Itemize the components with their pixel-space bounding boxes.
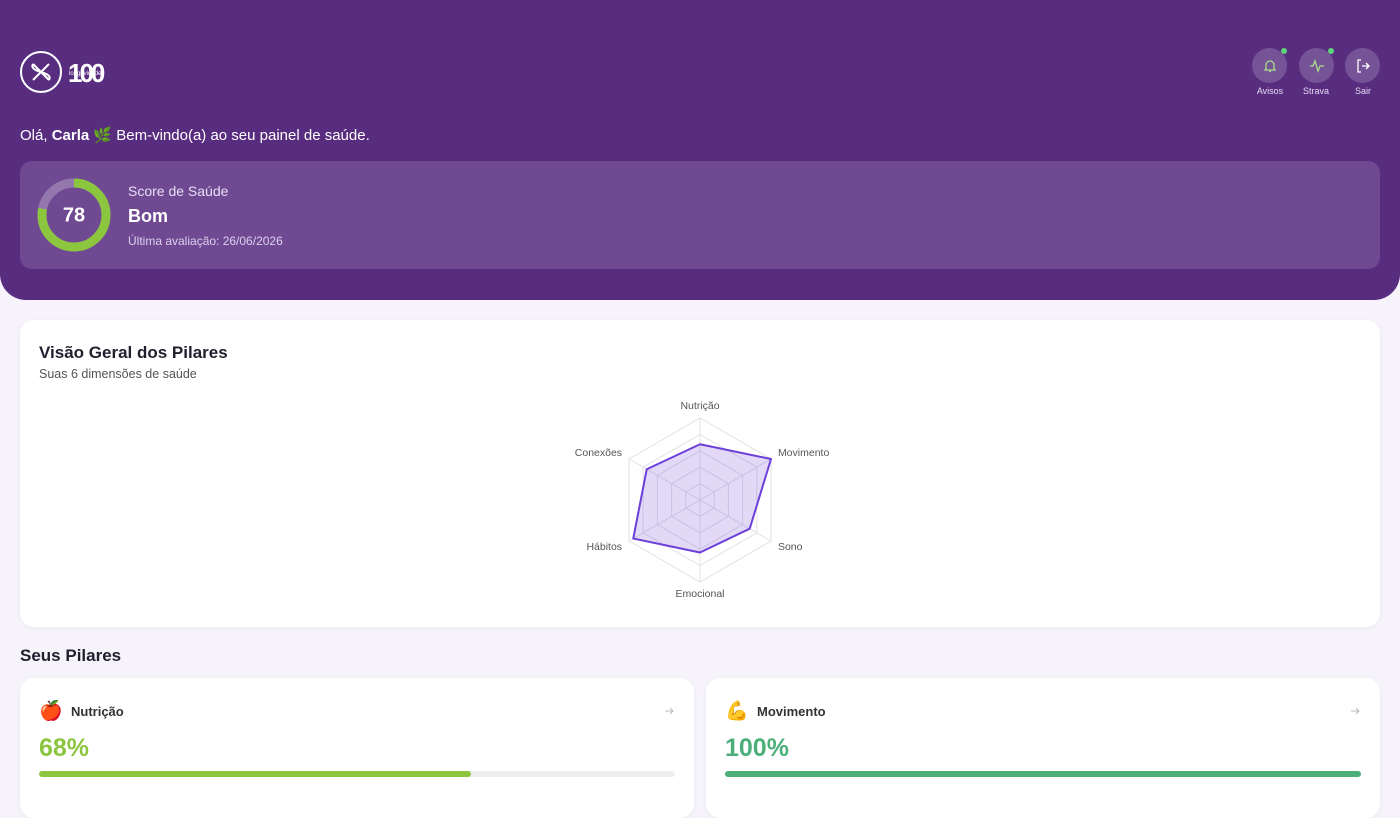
score-arc bbox=[37, 178, 111, 252]
greeting: Olá, Carla 🌿 Bem-vindo(a) ao seu painel … bbox=[20, 126, 370, 144]
logo-text: longevidade bbox=[69, 71, 102, 77]
greeting-message: Bem-vindo(a) ao seu painel de saúde. bbox=[116, 127, 370, 144]
header bbox=[0, 0, 1400, 300]
logo: 100 longevidade bbox=[20, 51, 108, 93]
user-name: Carla bbox=[51, 127, 90, 144]
arrow-icon bbox=[665, 707, 674, 715]
strava-button[interactable] bbox=[1299, 48, 1334, 83]
score-status: Bom bbox=[128, 206, 168, 226]
pillar-name: Movimento bbox=[757, 704, 826, 719]
arrow-icon bbox=[1351, 707, 1360, 715]
progress-bar bbox=[39, 771, 472, 777]
svg-text:100: 100 bbox=[68, 58, 105, 88]
score-date: Última avaliação: 26/06/2026 bbox=[128, 234, 283, 248]
greeting-prefix: Olá, bbox=[20, 127, 48, 144]
pillar-card[interactable] bbox=[20, 678, 694, 818]
pillar-name: Nutrição bbox=[71, 704, 124, 719]
sair-button[interactable] bbox=[1345, 48, 1380, 83]
progress-bar bbox=[725, 771, 1361, 777]
score-ring: 78 bbox=[37, 178, 111, 252]
pillar-card[interactable] bbox=[706, 678, 1380, 818]
pillar-value: 100% bbox=[725, 734, 789, 762]
pillar-icon: 💪 bbox=[725, 701, 749, 722]
pillar-value: 68% bbox=[39, 734, 90, 762]
action-label: Sair bbox=[1354, 86, 1371, 96]
section-title: Seus Pilares bbox=[20, 646, 122, 665]
overview-card bbox=[20, 320, 1380, 627]
notification-dot bbox=[1281, 48, 1287, 54]
greeting-emoji: 🌿 bbox=[93, 127, 113, 144]
chart-subtitle: Suas 6 dimensões de saúde bbox=[39, 367, 197, 381]
score-value: 78 bbox=[63, 204, 85, 226]
pillar-icon: 🍎 bbox=[39, 701, 63, 722]
avisos-button[interactable] bbox=[1252, 48, 1287, 83]
score-title: Score de Saúde bbox=[128, 183, 229, 199]
chart-title: Visão Geral dos Pilares bbox=[39, 343, 228, 362]
action-label: Avisos bbox=[1256, 86, 1284, 96]
notification-dot bbox=[1328, 48, 1334, 54]
score-card bbox=[20, 161, 1380, 269]
action-label: Strava bbox=[1302, 86, 1329, 96]
